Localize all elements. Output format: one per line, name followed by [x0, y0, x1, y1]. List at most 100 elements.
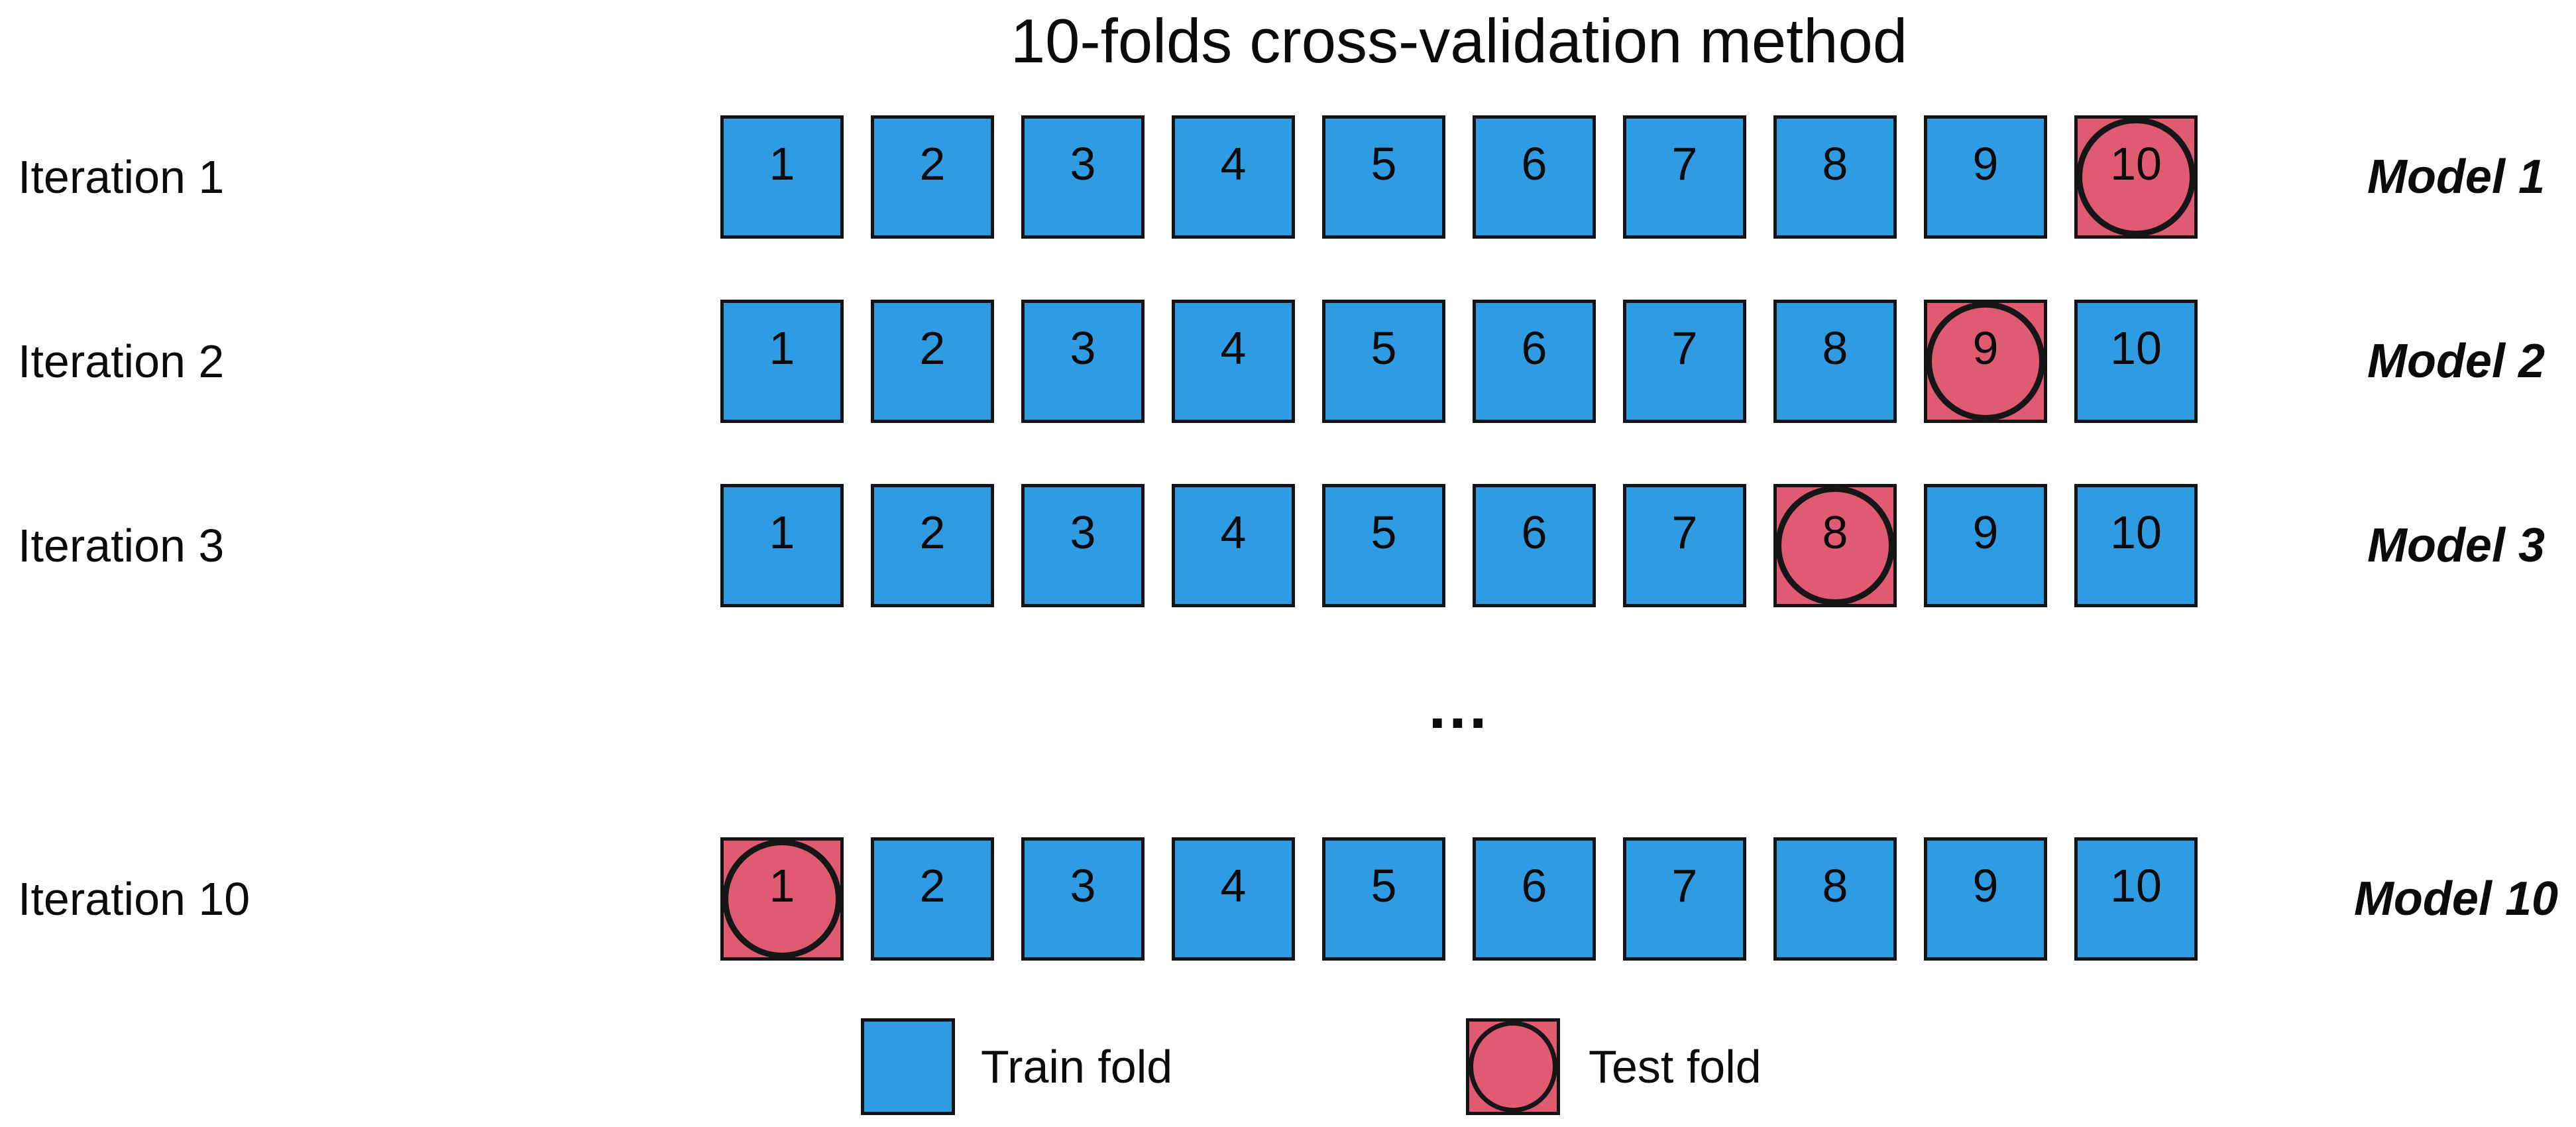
- fold-number: 9: [1972, 860, 1999, 912]
- fold-number: 7: [1671, 860, 1698, 912]
- fold-number: 7: [1671, 322, 1698, 374]
- fold-square: 3: [1021, 300, 1145, 423]
- fold-square: 6: [1473, 300, 1596, 423]
- model-label: Model 10: [2353, 872, 2559, 925]
- fold-number: 6: [1521, 322, 1547, 374]
- fold-number: 9: [1972, 322, 1999, 374]
- fold-square: 7: [1623, 837, 1746, 961]
- ellipsis-rows: ...: [1428, 671, 1490, 742]
- fold-square: 3: [1021, 115, 1145, 239]
- fold-square: 6: [1473, 837, 1596, 961]
- fold-number: 5: [1371, 138, 1397, 190]
- fold-number: 5: [1371, 860, 1397, 912]
- fold-number: 6: [1521, 506, 1547, 558]
- fold-square-test: 1: [720, 837, 844, 961]
- test-fold-label: Test fold: [1589, 1041, 1762, 1093]
- fold-square: 5: [1322, 837, 1445, 961]
- fold-number: 1: [769, 860, 795, 912]
- fold-number: 1: [769, 322, 795, 374]
- fold-square: 4: [1172, 115, 1295, 239]
- fold-square: 9: [1924, 484, 2047, 607]
- train-fold-label: Train fold: [981, 1041, 1173, 1093]
- fold-square: 4: [1172, 484, 1295, 607]
- fold-number: 8: [1822, 322, 1848, 374]
- diagram-title: 10-folds cross-validation method: [1010, 6, 1908, 76]
- fold-number: 3: [1070, 860, 1096, 912]
- fold-square: 3: [1021, 484, 1145, 607]
- fold-square: 5: [1322, 115, 1445, 239]
- fold-square: 9: [1924, 115, 2047, 239]
- fold-square: 2: [871, 115, 994, 239]
- test-circle-icon: [1926, 302, 2045, 421]
- fold-square: 7: [1623, 115, 1746, 239]
- fold-square: 3: [1021, 837, 1145, 961]
- fold-number: 10: [2110, 860, 2162, 912]
- fold-number: 8: [1822, 860, 1848, 912]
- fold-number: 10: [2110, 138, 2162, 190]
- fold-square: 2: [871, 300, 994, 423]
- fold-square: 5: [1322, 484, 1445, 607]
- fold-number: 6: [1521, 860, 1547, 912]
- fold-number: 9: [1972, 506, 1999, 558]
- fold-number: 2: [919, 138, 946, 190]
- fold-square: 7: [1623, 484, 1746, 607]
- test-circle-icon: [1469, 1021, 1557, 1112]
- iteration-row: Iteration 2 1 2 3 4 5 6 7 8 9 10 Model 2: [0, 300, 2576, 423]
- fold-square-test: 8: [1773, 484, 1897, 607]
- iteration-label: Iteration 1: [18, 151, 225, 203]
- fold-number: 3: [1070, 506, 1096, 558]
- fold-row: 1 2 3 4 5 6 7 8 9 10: [720, 837, 2198, 961]
- fold-number: 4: [1220, 138, 1247, 190]
- fold-square: 4: [1172, 837, 1295, 961]
- fold-square: 2: [871, 484, 994, 607]
- fold-number: 6: [1521, 138, 1547, 190]
- test-circle-icon: [722, 839, 842, 959]
- fold-number: 4: [1220, 506, 1247, 558]
- fold-square: 10: [2074, 300, 2198, 423]
- fold-number: 5: [1371, 506, 1397, 558]
- fold-number: 4: [1220, 860, 1247, 912]
- fold-number: 9: [1972, 138, 1999, 190]
- iteration-row: Iteration 1 1 2 3 4 5 6 7 8 9 10 Model 1: [0, 115, 2576, 239]
- fold-number: 2: [919, 322, 946, 374]
- fold-square: 7: [1623, 300, 1746, 423]
- fold-square: 9: [1924, 837, 2047, 961]
- fold-square: 1: [720, 484, 844, 607]
- fold-number: 7: [1671, 138, 1698, 190]
- legend: Train fold Test fold: [0, 1018, 2576, 1115]
- fold-number: 10: [2110, 322, 2162, 374]
- iteration-label: Iteration 10: [18, 873, 251, 925]
- fold-number: 2: [919, 860, 946, 912]
- fold-square: 10: [2074, 484, 2198, 607]
- fold-square: 6: [1473, 484, 1596, 607]
- fold-number: 8: [1822, 138, 1848, 190]
- fold-square: 1: [720, 115, 844, 239]
- fold-square: 8: [1773, 300, 1897, 423]
- fold-row: 1 2 3 4 5 6 7 8 9 10: [720, 300, 2198, 423]
- fold-square: 1: [720, 300, 844, 423]
- train-fold-swatch: [861, 1018, 955, 1115]
- fold-number: 5: [1371, 322, 1397, 374]
- test-circle-icon: [2076, 117, 2196, 237]
- fold-square: 6: [1473, 115, 1596, 239]
- fold-number: 2: [919, 506, 946, 558]
- fold-number: 3: [1070, 322, 1096, 374]
- fold-square: 2: [871, 837, 994, 961]
- iteration-label: Iteration 2: [18, 335, 225, 387]
- fold-number: 3: [1070, 138, 1096, 190]
- fold-number: 8: [1822, 506, 1848, 558]
- test-fold-swatch: [1466, 1018, 1560, 1115]
- fold-square-test: 10: [2074, 115, 2198, 239]
- test-circle-icon: [1775, 486, 1895, 605]
- iteration-label: Iteration 3: [18, 520, 225, 571]
- fold-number: 1: [769, 138, 795, 190]
- fold-number: 7: [1671, 506, 1698, 558]
- fold-square: 5: [1322, 300, 1445, 423]
- model-label: Model 3: [2367, 519, 2546, 572]
- fold-square: 8: [1773, 837, 1897, 961]
- fold-number: 1: [769, 506, 795, 558]
- iteration-row: Iteration 10 1 2 3 4 5 6 7 8 9 10 Model …: [0, 837, 2576, 961]
- model-label: Model 1: [2367, 150, 2546, 204]
- model-label: Model 2: [2367, 335, 2546, 388]
